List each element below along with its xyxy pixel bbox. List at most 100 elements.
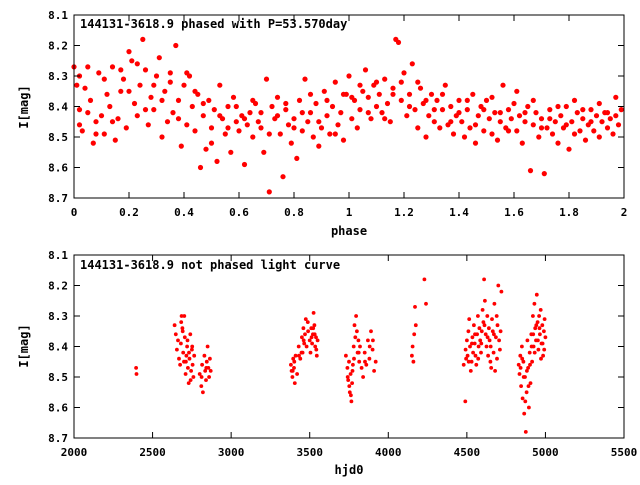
- unphased-data-point: [179, 320, 184, 324]
- phased-data-point: [604, 125, 611, 131]
- phased-data-point: [516, 113, 523, 119]
- phased-data-point: [76, 122, 83, 128]
- phased-y-tick-label: 8.6: [48, 162, 68, 175]
- unphased-data-point: [495, 323, 500, 328]
- phased-data-point: [530, 122, 536, 128]
- unphased-data-point: [345, 366, 350, 370]
- unphased-data-point: [487, 338, 492, 343]
- phased-data-point: [566, 146, 572, 152]
- unphased-data-point: [187, 356, 192, 361]
- phased-data-point: [492, 110, 498, 116]
- phased-data-point: [604, 110, 611, 116]
- phased-data-point: [335, 122, 341, 128]
- phased-data-point: [184, 122, 190, 128]
- unphased-data-point: [488, 359, 493, 364]
- unphased-data-point: [314, 335, 318, 340]
- phased-data-point: [563, 122, 569, 128]
- unphased-data-point: [494, 335, 498, 340]
- phased-data-point: [505, 128, 512, 134]
- phased-data-point: [596, 134, 602, 140]
- unphased-data-point: [350, 369, 355, 373]
- phased-y-tick-label: 8.4: [48, 101, 68, 114]
- phased-data-point: [382, 76, 388, 82]
- unphased-data-point: [540, 341, 545, 346]
- unphased-data-point: [361, 375, 365, 379]
- unphased-data-point: [497, 338, 501, 343]
- phased-data-point: [109, 119, 116, 125]
- unphased-data-point: [540, 323, 545, 328]
- phased-data-point: [569, 119, 575, 125]
- phased-x-tick-label: 1.2: [394, 206, 414, 219]
- unphased-data-point: [532, 301, 537, 306]
- phased-data-point: [288, 140, 294, 146]
- unphased-y-tick-label: 8.2: [48, 280, 68, 293]
- phased-data-point: [489, 131, 495, 137]
- phased-data-point: [431, 107, 437, 113]
- unphased-data-point: [520, 356, 525, 361]
- unphased-x-tick-label: 2500: [139, 446, 166, 459]
- phased-data-point: [591, 128, 597, 134]
- unphased-axis-ticks: 2000 2500 3000 3500 4000 4500 5000 5500 8.1 8.2 8.…: [48, 249, 637, 459]
- phased-data-point: [470, 91, 476, 97]
- phased-data-point: [483, 97, 490, 103]
- unphased-y-tick-label: 8.4: [48, 341, 68, 354]
- unphased-data-point: [185, 344, 190, 349]
- unphased-data-point: [463, 347, 468, 352]
- phased-data-point: [85, 110, 91, 116]
- unphased-data-point: [290, 369, 295, 373]
- unphased-data-point: [357, 359, 362, 364]
- phased-data-point: [236, 128, 242, 134]
- phased-data-point: [104, 91, 110, 97]
- phased-data-point: [142, 67, 149, 73]
- phased-y-tick-label: 8.5: [48, 131, 68, 144]
- phased-data-point: [266, 131, 272, 137]
- phased-data-point: [280, 174, 286, 180]
- unphased-data-point: [372, 369, 376, 373]
- unphased-data-point: [205, 344, 210, 349]
- phased-y-tick-label: 8.1: [48, 9, 68, 22]
- unphased-data-point: [297, 353, 301, 358]
- unphased-x-tick-label: 3500: [296, 446, 323, 459]
- phased-data-point: [310, 134, 316, 140]
- phased-data-point: [475, 113, 481, 119]
- unphased-data-point: [468, 344, 472, 349]
- unphased-data-point: [358, 344, 362, 349]
- phased-data-point: [321, 88, 327, 94]
- phased-data-point: [505, 107, 512, 113]
- phased-data-point: [613, 94, 619, 100]
- unphased-data-point: [362, 350, 367, 355]
- phased-data-point: [525, 103, 531, 110]
- unphased-data-point: [183, 372, 188, 376]
- unphased-data-point: [472, 323, 476, 328]
- phased-data-point: [101, 76, 107, 82]
- unphased-data-point: [466, 329, 471, 334]
- phased-data-point: [109, 64, 116, 70]
- unphased-data-point: [424, 301, 428, 306]
- unphased-data-point: [173, 332, 178, 337]
- phased-data-point: [173, 42, 179, 49]
- unphased-y-tick-label: 8.7: [48, 432, 68, 445]
- unphased-y-tick-label: 8.3: [48, 310, 68, 323]
- phased-data-point: [305, 119, 311, 125]
- unphased-data-point: [528, 362, 532, 367]
- unphased-data-point: [520, 396, 525, 401]
- phased-data-point: [346, 73, 352, 79]
- unphased-data-point: [517, 372, 522, 376]
- phased-data-point: [431, 119, 437, 125]
- unphased-data-point: [486, 353, 490, 358]
- unphased-data-point: [348, 372, 353, 376]
- unphased-data-point: [176, 338, 180, 343]
- unphased-plot-title: 144131-3618.9 not phased light curve: [80, 258, 340, 272]
- unphased-data-point: [309, 335, 314, 340]
- unphased-data-point: [482, 277, 486, 282]
- phased-data-point: [175, 116, 182, 122]
- phased-data-point: [118, 88, 124, 94]
- phased-data-point: [365, 110, 371, 116]
- unphased-data-point: [476, 356, 481, 361]
- unphased-data-point: [353, 335, 358, 340]
- unphased-data-point: [190, 347, 194, 352]
- unphased-data-point: [542, 329, 546, 334]
- phased-data-point: [159, 97, 165, 103]
- phased-data-point: [618, 107, 624, 113]
- phased-data-point: [390, 91, 396, 97]
